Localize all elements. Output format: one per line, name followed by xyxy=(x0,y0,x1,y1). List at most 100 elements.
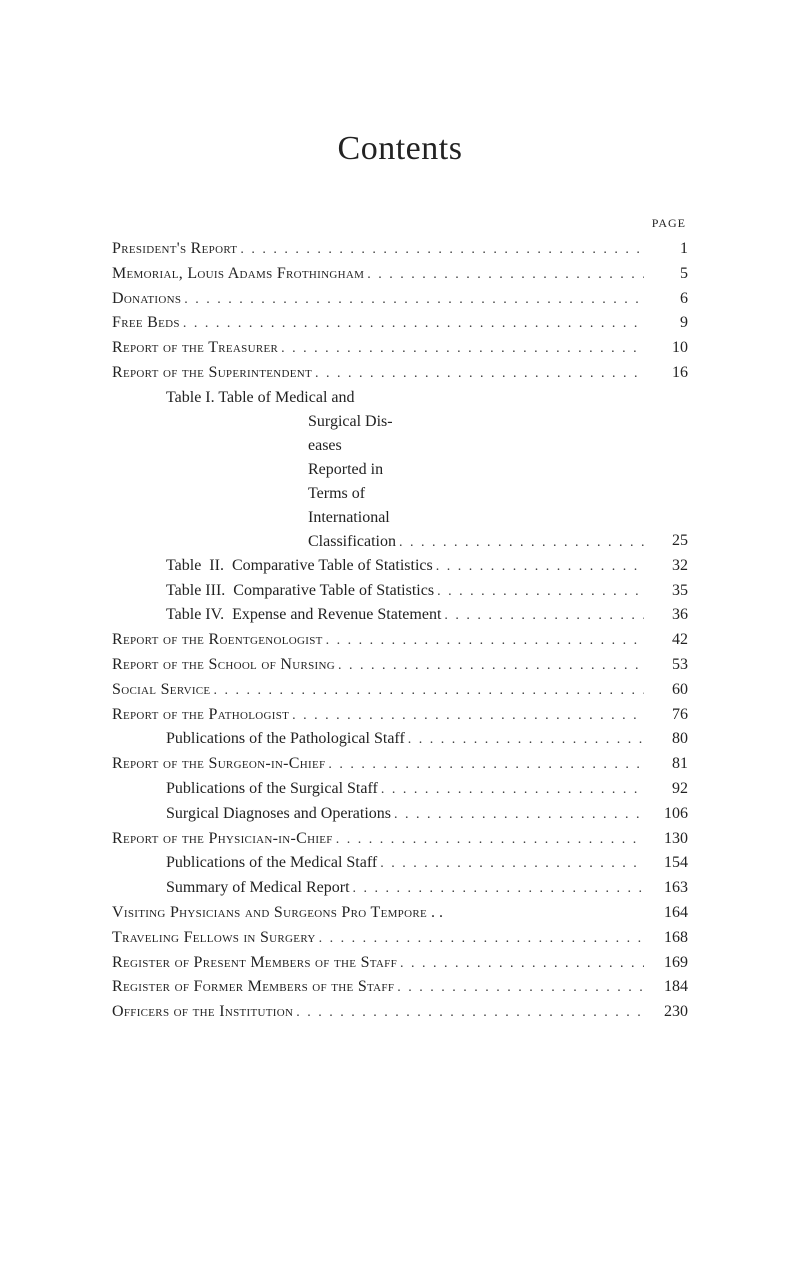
toc-row: Publications of the Surgical Staff 92 xyxy=(112,777,688,802)
toc-label: Table I. Table of Medical and Surgical D… xyxy=(112,386,396,554)
toc-page-number: 154 xyxy=(644,851,688,876)
toc-label: Memorial, Louis Adams Frothingham xyxy=(112,262,364,287)
toc-leader-dots xyxy=(405,729,644,751)
toc-label: President's Report xyxy=(112,237,237,262)
toc-page-number: 35 xyxy=(644,579,688,604)
toc-page-number: 81 xyxy=(644,752,688,777)
toc-label: Report of the Physician-in-Chief xyxy=(112,827,333,852)
toc-row: Report of the Pathologist 76 xyxy=(112,703,688,728)
toc-row: Officers of the Institution 230 xyxy=(112,1000,688,1025)
toc-label: Summary of Medical Report xyxy=(112,876,350,901)
toc-page-number: 36 xyxy=(644,603,688,628)
toc-leader-dots xyxy=(394,977,644,999)
toc-leader-dots xyxy=(364,264,644,286)
toc-page-number: 184 xyxy=(644,975,688,1000)
toc-leader-dots xyxy=(433,556,644,578)
toc-label: Report of the Roentgenologist xyxy=(112,628,323,653)
toc-page-number: 32 xyxy=(644,554,688,579)
toc-row: Report of the Roentgenologist 42 xyxy=(112,628,688,653)
toc-page-number: 76 xyxy=(644,703,688,728)
toc-page-number: 53 xyxy=(644,653,688,678)
toc-row: Register of Former Members of the Staff 1… xyxy=(112,975,688,1000)
toc-row: Table IV. Expense and Revenue Statement 3… xyxy=(112,603,688,628)
toc-label: Report of the Surgeon-in-Chief xyxy=(112,752,325,777)
toc-label: Report of the Treasurer xyxy=(112,336,278,361)
toc-leader-dots xyxy=(181,289,644,311)
toc-row: Report of the Physician-in-Chief130 xyxy=(112,827,688,852)
toc-page-number: 164 xyxy=(644,901,688,926)
toc-page-number: 42 xyxy=(644,628,688,653)
toc-row: Table I. Table of Medical and Surgical D… xyxy=(112,386,688,554)
page-content: Contents PAGE President's Report1Memoria… xyxy=(112,130,688,1025)
toc-page-number: 60 xyxy=(644,678,688,703)
toc-leader-dots xyxy=(378,779,644,801)
toc-page-number: 168 xyxy=(644,926,688,951)
toc-row: Surgical Diagnoses and Operations 106 xyxy=(112,802,688,827)
toc-leader-dots xyxy=(350,878,644,900)
toc-page-number: 163 xyxy=(644,876,688,901)
toc-page-number: 16 xyxy=(644,361,688,386)
toc-page-number: 92 xyxy=(644,777,688,802)
toc-row: Donations 6 xyxy=(112,287,688,312)
toc-label: Table II. Comparative Table of Statistic… xyxy=(112,554,433,579)
toc-leader-dots xyxy=(396,532,644,554)
toc-leader-dots xyxy=(278,338,644,360)
toc-label: Report of the School of Nursing xyxy=(112,653,335,678)
toc-row: President's Report 1 xyxy=(112,237,688,262)
toc-leader-dots xyxy=(289,705,644,727)
toc-label: Social Service xyxy=(112,678,210,703)
toc-page-number: 6 xyxy=(644,287,688,312)
toc-label: Table IV. Expense and Revenue Statement xyxy=(112,603,441,628)
toc-page-number: 106 xyxy=(644,802,688,827)
toc-row: Memorial, Louis Adams Frothingham 5 xyxy=(112,262,688,287)
toc-label: Register of Former Members of the Staff xyxy=(112,975,394,1000)
toc-row: Report of the School of Nursing 53 xyxy=(112,653,688,678)
toc-row: Report of the Superintendent16 xyxy=(112,361,688,386)
toc-label: Report of the Pathologist xyxy=(112,703,289,728)
toc-row: Summary of Medical Report 163 xyxy=(112,876,688,901)
toc-leader-dots xyxy=(391,804,644,826)
toc-label: Free Beds xyxy=(112,311,180,336)
toc-label: Table III. Comparative Table of Statisti… xyxy=(112,579,434,604)
toc-page-number: 9 xyxy=(644,311,688,336)
toc-row: Publications of the Pathological Staff 80 xyxy=(112,727,688,752)
toc-label: Publications of the Medical Staff xyxy=(112,851,377,876)
toc-label: Officers of the Institution xyxy=(112,1000,293,1025)
table-of-contents: President's Report1Memorial, Louis Adams… xyxy=(112,237,688,1025)
toc-row: Report of the Surgeon-in-Chief 81 xyxy=(112,752,688,777)
toc-row: Social Service 60 xyxy=(112,678,688,703)
toc-leader-dots xyxy=(323,630,644,652)
toc-leader-dots xyxy=(335,655,644,677)
toc-page-number: 1 xyxy=(644,237,688,262)
toc-page-number: 169 xyxy=(644,951,688,976)
toc-row: Traveling Fellows in Surgery 168 xyxy=(112,926,688,951)
toc-row: Publications of the Medical Staff 154 xyxy=(112,851,688,876)
toc-leader-dots xyxy=(434,581,644,603)
toc-page-number: 10 xyxy=(644,336,688,361)
toc-leader-dots xyxy=(333,829,644,851)
toc-row: Visiting Physicians and Surgeons Pro Tem… xyxy=(112,901,688,926)
toc-leader-dots xyxy=(377,853,644,875)
toc-leader-dots xyxy=(312,363,644,385)
toc-label: Publications of the Pathological Staff xyxy=(112,727,405,752)
toc-leader-dots xyxy=(210,680,644,702)
toc-leader-dots xyxy=(180,313,644,335)
toc-label: Surgical Diagnoses and Operations xyxy=(112,802,391,827)
toc-label: Donations xyxy=(112,287,181,312)
toc-row: Free Beds 9 xyxy=(112,311,688,336)
toc-row: Register of Present Members of the Staff… xyxy=(112,951,688,976)
toc-leader-dots xyxy=(237,239,644,261)
toc-leader-dots xyxy=(441,605,644,627)
toc-leader-dots xyxy=(325,754,644,776)
toc-label: Visiting Physicians and Surgeons Pro Tem… xyxy=(112,901,443,926)
toc-page-number: 25 xyxy=(644,529,688,554)
toc-page-number: 80 xyxy=(644,727,688,752)
toc-page-number: 230 xyxy=(644,1000,688,1025)
toc-page-number: 5 xyxy=(644,262,688,287)
toc-label: Publications of the Surgical Staff xyxy=(112,777,378,802)
toc-row: Report of the Treasurer 10 xyxy=(112,336,688,361)
toc-label: Traveling Fellows in Surgery xyxy=(112,926,316,951)
toc-leader-dots xyxy=(293,1002,644,1024)
toc-label: Register of Present Members of the Staff xyxy=(112,951,397,976)
toc-leader-dots xyxy=(397,953,644,975)
